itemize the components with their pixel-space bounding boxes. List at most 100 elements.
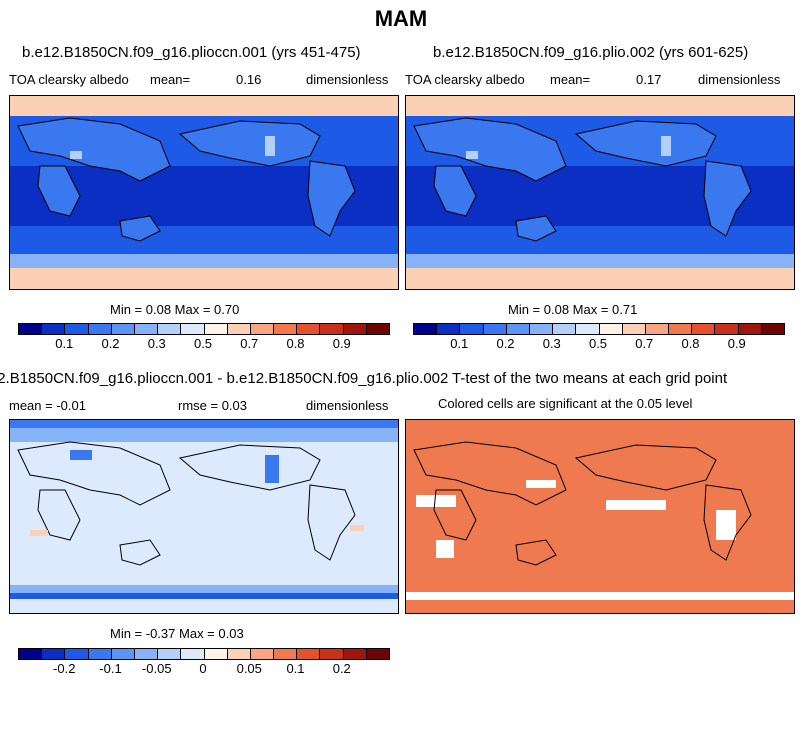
colorbar-3-tick-label: 0 bbox=[199, 661, 207, 676]
colorbar-3-tick-label: 0.05 bbox=[236, 661, 262, 676]
colorbar-2-ticks: 0.1 0.2 0.3 0.5 0.7 0.8 0.9 bbox=[413, 336, 785, 354]
panel-1-minmax: Min = 0.08 Max = 0.70 bbox=[110, 302, 240, 317]
colorbar-2-tick-label: 0.8 bbox=[681, 336, 700, 351]
panel-3-map bbox=[9, 419, 399, 614]
colorbar-1-swatch bbox=[274, 324, 298, 334]
colorbar-2-swatch bbox=[506, 324, 530, 334]
colorbar-2-swatch bbox=[437, 324, 461, 334]
colorbar-1-swatch bbox=[227, 324, 251, 334]
colorbar-1-tick-label: 0.5 bbox=[193, 336, 213, 351]
colorbar-1-tick-label: 0.2 bbox=[101, 336, 120, 351]
colorbar-1-swatch bbox=[297, 324, 321, 334]
colorbar-1-tick-label: 0.7 bbox=[240, 336, 259, 351]
colorbar-3-swatch bbox=[65, 649, 89, 659]
colorbar-3-swatch bbox=[320, 649, 344, 659]
panel-1-title: b.e12.B1850CN.f09_g16.plioccn.001 (yrs 4… bbox=[22, 44, 361, 61]
colorbar-3-swatch bbox=[343, 649, 367, 659]
colorbar-3-swatch bbox=[158, 649, 182, 659]
colorbar-1-swatch bbox=[111, 324, 135, 334]
colorbar-2-swatch bbox=[599, 324, 623, 334]
panel-2-units: dimensionless bbox=[698, 72, 781, 87]
colorbar-1-swatch bbox=[181, 324, 205, 334]
colorbar-2-tick-label: 0.1 bbox=[450, 336, 469, 351]
panel-1-mean-label: mean= bbox=[150, 72, 191, 87]
panel-2-map-svg bbox=[406, 96, 794, 289]
colorbar-3-tick-label: 0.1 bbox=[286, 661, 305, 676]
colorbar-3-swatch bbox=[19, 649, 43, 659]
panel-3-map-svg bbox=[10, 420, 398, 613]
colorbar-2-swatch bbox=[622, 324, 646, 334]
panel-2-map bbox=[405, 95, 795, 290]
colorbar-3-tick-label: -0.2 bbox=[53, 661, 76, 676]
colorbar-3-swatch bbox=[250, 649, 275, 659]
colorbar-3-swatch bbox=[111, 649, 135, 659]
colorbar-1-swatch bbox=[158, 324, 182, 334]
colorbar-3 bbox=[18, 648, 390, 660]
colorbar-1-tick-label: 0.3 bbox=[147, 336, 166, 351]
colorbar-2-swatch bbox=[692, 324, 716, 334]
colorbar-2-swatch bbox=[669, 324, 693, 334]
panel-2-variable: TOA clearsky albedo bbox=[405, 72, 525, 87]
colorbar-2-swatch bbox=[715, 324, 739, 334]
colorbar-2-swatch bbox=[529, 324, 554, 334]
panel-4-map-svg bbox=[406, 420, 794, 613]
panel-4-map bbox=[405, 419, 795, 614]
panel-4-subtitle: Colored cells are significant at the 0.0… bbox=[438, 396, 693, 411]
panel-3-units: dimensionless bbox=[306, 398, 389, 413]
colorbar-2-tick-label: 0.2 bbox=[496, 336, 515, 351]
colorbar-3-tick-label: -0.05 bbox=[141, 661, 172, 676]
colorbar-2-swatch bbox=[460, 324, 484, 334]
colorbar-1-swatch bbox=[250, 324, 275, 334]
colorbar-1-tick-label: 0.9 bbox=[332, 336, 351, 351]
panel-3-title-clip: b.e12.B1850CN.f09_g16.plioccn.001 - b.e1… bbox=[0, 370, 452, 390]
colorbar-2-tick-label: 0.5 bbox=[588, 336, 608, 351]
colorbar-1-swatch bbox=[65, 324, 89, 334]
panel-4-title: T-test of the two means at each grid poi… bbox=[452, 370, 728, 387]
colorbar-3-swatch bbox=[227, 649, 251, 659]
colorbar-2-swatch bbox=[645, 324, 670, 334]
panel-2-mean-value: 0.17 bbox=[636, 72, 662, 87]
colorbar-1-tick-label: 0.8 bbox=[286, 336, 305, 351]
colorbar-2-swatch bbox=[553, 324, 577, 334]
figure-title: MAM bbox=[374, 6, 428, 31]
colorbar-2-swatch bbox=[576, 324, 600, 334]
colorbar-3-ticks: -0.2 -0.1 -0.05 0 0.05 0.1 0.2 bbox=[18, 661, 390, 679]
panel-1-units: dimensionless bbox=[306, 72, 389, 87]
colorbar-1 bbox=[18, 323, 390, 335]
colorbar-2-tick-label: 0.7 bbox=[635, 336, 654, 351]
panel-2-mean-label: mean= bbox=[550, 72, 591, 87]
panel-1-variable: TOA clearsky albedo bbox=[9, 72, 129, 87]
colorbar-3-swatch bbox=[181, 649, 205, 659]
colorbar-1-ticks: 0.1 0.2 0.3 0.5 0.7 0.8 0.9 bbox=[18, 336, 390, 354]
colorbar-1-swatch bbox=[320, 324, 344, 334]
colorbar-3-swatch bbox=[88, 649, 112, 659]
colorbar-2-tick-label: 0.9 bbox=[727, 336, 746, 351]
colorbar-3-swatch bbox=[297, 649, 321, 659]
colorbar-2-tick-label: 0.3 bbox=[542, 336, 561, 351]
colorbar-1-swatch bbox=[19, 324, 43, 334]
panel-3-title: b.e12.B1850CN.f09_g16.plioccn.001 - b.e1… bbox=[0, 370, 449, 387]
panel-1-map-svg bbox=[10, 96, 398, 289]
panel-1-map bbox=[9, 95, 399, 290]
panel-2-title: b.e12.B1850CN.f09_g16.plio.002 (yrs 601-… bbox=[433, 44, 749, 61]
colorbar-1-swatch bbox=[366, 324, 389, 334]
colorbar-1-swatch bbox=[343, 324, 367, 334]
panel-2-minmax: Min = 0.08 Max = 0.71 bbox=[508, 302, 638, 317]
panel-3-mean: mean = -0.01 bbox=[9, 398, 86, 413]
colorbar-1-swatch bbox=[134, 324, 159, 334]
colorbar-3-swatch bbox=[366, 649, 389, 659]
colorbar-1-tick-label: 0.1 bbox=[55, 336, 74, 351]
colorbar-2-swatch bbox=[761, 324, 784, 334]
panel-1-mean-value: 0.16 bbox=[236, 72, 262, 87]
panel-3-minmax: Min = -0.37 Max = 0.03 bbox=[110, 626, 244, 641]
colorbar-1-swatch bbox=[204, 324, 228, 334]
colorbar-3-swatch bbox=[42, 649, 66, 659]
colorbar-1-swatch bbox=[42, 324, 66, 334]
colorbar-3-tick-label: 0.2 bbox=[332, 661, 351, 676]
colorbar-3-swatch bbox=[204, 649, 228, 659]
panel-3-rmse: rmse = 0.03 bbox=[178, 398, 248, 413]
colorbar-1-swatch bbox=[88, 324, 112, 334]
colorbar-2-swatch bbox=[483, 324, 507, 334]
colorbar-2-swatch bbox=[414, 324, 438, 334]
colorbar-2-swatch bbox=[738, 324, 762, 334]
